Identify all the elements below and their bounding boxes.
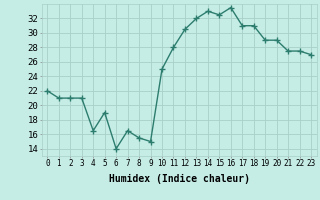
X-axis label: Humidex (Indice chaleur): Humidex (Indice chaleur)	[109, 174, 250, 184]
